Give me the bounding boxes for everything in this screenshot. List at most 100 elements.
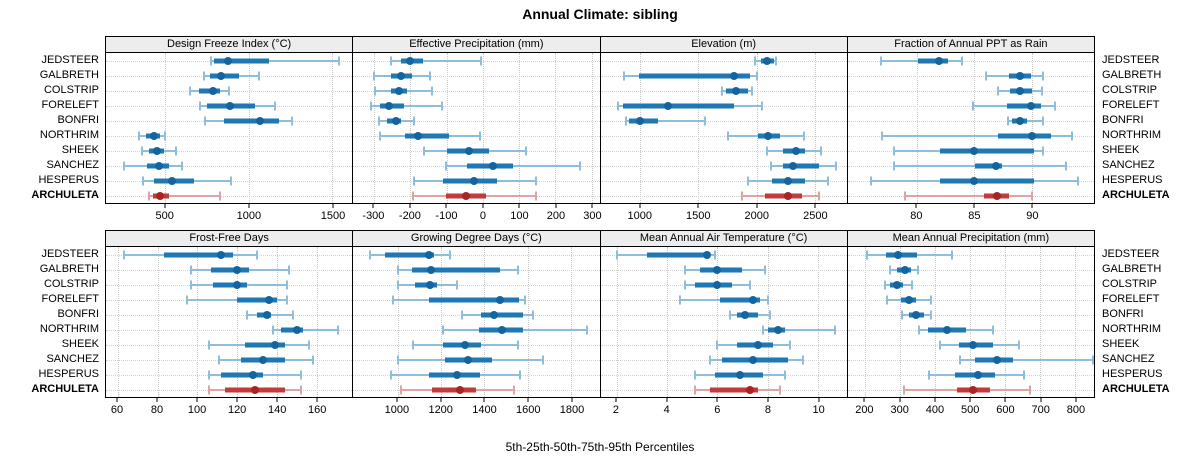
- median-dot-bonfri: [262, 310, 271, 319]
- panel-plot-area: [847, 247, 1094, 397]
- site-label-sheek: SHEEK: [61, 337, 99, 350]
- horizontal-gridline: [106, 314, 353, 316]
- whisker-cap: [291, 310, 294, 319]
- whisker-cap: [929, 310, 932, 319]
- panel-strip-title: Design Freeze Index (°C): [106, 37, 353, 53]
- whisker-cap: [190, 265, 193, 274]
- site-label-jedsteer: JEDSTEER: [41, 247, 99, 260]
- chart-title: Annual Climate: sibling: [522, 6, 678, 22]
- axis-tick-label: 1500: [686, 210, 711, 222]
- median-dot-colstrip: [713, 280, 722, 289]
- whisker-cap: [137, 131, 140, 140]
- panel-plot-area: [353, 53, 600, 203]
- median-dot-hesperus: [248, 370, 257, 379]
- whisker-cap: [617, 101, 620, 110]
- median-dot-archuleta: [455, 385, 464, 394]
- whisker-cap: [1071, 131, 1074, 140]
- horizontal-gridline: [353, 90, 600, 92]
- median-dot-galbreth: [900, 265, 909, 274]
- whisker-bonfri: [625, 119, 705, 122]
- whisker-cap: [818, 191, 821, 200]
- whisker-cap: [180, 161, 183, 170]
- whisker-cap: [693, 370, 696, 379]
- median-dot-sheek: [968, 340, 977, 349]
- whisker-cap: [219, 191, 222, 200]
- median-dot-sheek: [970, 146, 979, 155]
- site-label-bonfri: BONFRI: [57, 307, 99, 320]
- whisker-cap: [141, 176, 144, 185]
- whisker-cap: [542, 355, 545, 364]
- vertical-gridline: [157, 247, 159, 397]
- median-dot-jedsteer: [934, 56, 943, 65]
- whisker-cap: [713, 250, 716, 259]
- whisker-cap: [337, 325, 340, 334]
- vertical-gridline: [197, 247, 199, 397]
- site-label-column-left: JEDSTEER GALBRETH COLSTRIP FORELEFT BONFRI NO…: [0, 230, 106, 420]
- whisker-cap: [208, 340, 211, 349]
- whisker-cap: [775, 56, 778, 65]
- whisker-cap: [370, 101, 373, 110]
- median-dot-colstrip: [1016, 86, 1025, 95]
- axis-tick: [973, 204, 975, 208]
- site-label-column-right: JEDSTEER GALBRETH COLSTRIP FORELEFT BONFRI NO…: [1095, 230, 1200, 420]
- vertical-gridline: [248, 53, 250, 203]
- whisker-cap: [422, 146, 425, 155]
- median-dot-sanchez: [489, 161, 498, 170]
- site-label-column-right: JEDSTEER GALBRETH COLSTRIP FORELEFT BONFRI NO…: [1095, 36, 1200, 226]
- whisker-cap: [441, 325, 444, 334]
- median-dot-sanchez: [258, 355, 267, 364]
- axis-tick: [372, 204, 374, 208]
- axis-tick-label: 1600: [516, 404, 541, 416]
- site-label-colstrip: COLSTRIP: [1102, 277, 1158, 290]
- site-label-foreleft: FORELEFT: [1102, 98, 1160, 111]
- whisker-cap: [992, 325, 995, 334]
- interquartile-bar-galbreth: [211, 267, 249, 272]
- vertical-gridline: [484, 247, 486, 397]
- site-label-sheek: SHEEK: [1102, 337, 1140, 350]
- median-dot-colstrip: [731, 86, 740, 95]
- horizontal-gridline: [847, 60, 1094, 62]
- axis-tick-label: 200: [546, 210, 566, 222]
- whisker-cap: [869, 176, 872, 185]
- median-dot-bonfri: [391, 116, 400, 125]
- whisker-cap: [285, 295, 288, 304]
- whisker-cap: [835, 161, 838, 170]
- median-dot-northrim: [498, 325, 507, 334]
- vertical-gridline: [756, 53, 758, 203]
- panel-box-elevation-m: Elevation (m): [599, 36, 848, 204]
- site-label-archuleta: ARCHULETA: [1102, 188, 1170, 201]
- interquartile-bar-galbreth: [411, 267, 501, 272]
- axis-tick: [899, 398, 901, 402]
- whisker-cap: [834, 325, 837, 334]
- interquartile-bar-galbreth: [639, 73, 750, 78]
- whisker-cap: [255, 250, 258, 259]
- site-label-archuleta: ARCHULETA: [31, 382, 99, 395]
- axis-tick-label: 1200: [428, 404, 453, 416]
- interquartile-bar-archuleta: [709, 387, 758, 392]
- axis-tick-label: -300: [362, 210, 385, 222]
- horizontal-gridline: [106, 135, 353, 137]
- vertical-gridline: [916, 53, 918, 203]
- axis-tick: [915, 204, 917, 208]
- horizontal-gridline: [600, 150, 847, 152]
- site-label-northrim: NORTHRIM: [39, 128, 99, 141]
- whisker-cap: [1006, 116, 1009, 125]
- whisker-cap: [1023, 370, 1026, 379]
- median-dot-hesperus: [167, 176, 176, 185]
- whisker-cap: [880, 56, 883, 65]
- site-label-hesperus: HESPERUS: [38, 367, 99, 380]
- panel-x-axis: 500 1000 1500: [105, 204, 353, 228]
- whisker-cap: [1065, 161, 1068, 170]
- axis-tick-label: 6: [714, 404, 721, 416]
- interquartile-bar-jedsteer: [163, 252, 234, 257]
- median-dot-galbreth: [217, 71, 226, 80]
- horizontal-gridline: [847, 75, 1094, 77]
- whisker-cap: [204, 116, 207, 125]
- axis-tick-label: 60: [110, 404, 124, 416]
- whisker-cap: [801, 355, 804, 364]
- site-label-foreleft: FORELEFT: [41, 98, 99, 111]
- panel-strip-title: Mean Annual Air Temperature (°C): [600, 231, 847, 247]
- panel-box-frost-free-days: Frost-Free Days: [105, 230, 354, 398]
- horizontal-gridline: [600, 135, 847, 137]
- interquartile-bar-northrim: [998, 133, 1052, 138]
